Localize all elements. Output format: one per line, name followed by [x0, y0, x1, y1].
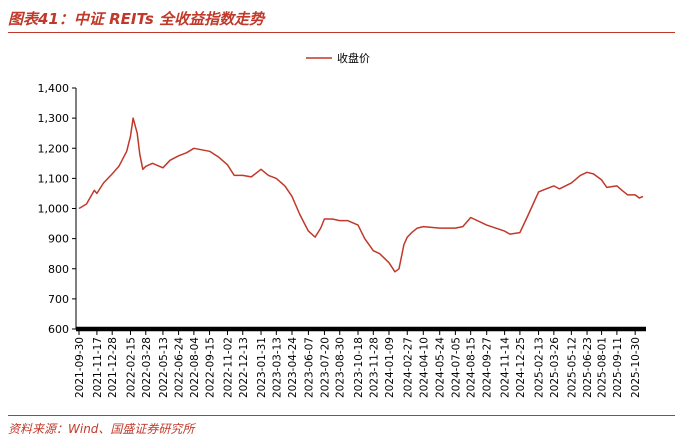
y-tick-label: 1,300	[38, 112, 70, 125]
x-tick-label: 2022-06-24	[174, 337, 186, 398]
x-tick-label: 2025-10-30	[630, 337, 642, 398]
x-tick-label: 2025-09-11	[612, 337, 624, 398]
x-tick-label: 2022-02-15	[125, 337, 137, 398]
x-tick-label: 2025-08-01	[597, 337, 609, 398]
x-tick-label: 2025-02-13	[534, 337, 546, 398]
x-tick-label: 2023-01-31	[256, 337, 268, 398]
x-tick-label: 2024-12-25	[515, 337, 527, 398]
x-tick-label: 2022-09-15	[205, 337, 217, 398]
source-divider	[8, 415, 675, 416]
x-tick-label: 2023-06-07	[303, 337, 315, 398]
x-axis: 2021-09-30 2021-11-17 2021-12-28 2022-02-15…	[74, 326, 646, 398]
x-tick-label: 2023-07-20	[319, 337, 331, 398]
y-axis: 600 700 800 900 1,000 1,100 1,200 1,300 1,400	[38, 82, 77, 336]
legend: 收盘价	[306, 51, 370, 65]
x-tick-label: 2022-05-13	[158, 337, 170, 398]
y-tick-label: 800	[48, 263, 69, 276]
x-tick-label: 2022-03-28	[141, 337, 153, 398]
series-line	[78, 117, 644, 273]
x-tick-label: 2021-09-30	[74, 337, 86, 398]
x-tick-label: 2024-11-14	[500, 337, 512, 398]
y-tick-label: 600	[48, 323, 69, 336]
x-tick-label: 2023-03-13	[271, 337, 283, 398]
x-tick-label: 2024-07-05	[450, 337, 462, 398]
x-tick-label: 2024-05-24	[435, 337, 447, 398]
x-tick-label: 2025-06-23	[582, 337, 594, 398]
x-tick-label: 2022-08-04	[189, 337, 201, 398]
plot-area	[78, 117, 644, 273]
x-tick-label: 2022-11-02	[222, 337, 234, 398]
y-tick-label: 1,000	[38, 203, 70, 216]
x-tick-label: 2021-11-17	[92, 337, 104, 398]
y-tick-label: 700	[48, 293, 69, 306]
title-divider	[8, 32, 675, 33]
x-tick-label: 2023-04-24	[287, 337, 299, 398]
y-tick-label: 1,100	[38, 172, 70, 185]
x-tick-label: 2024-04-10	[418, 337, 430, 398]
x-tick-label: 2024-02-27	[402, 337, 414, 398]
x-tick-label: 2022-12-13	[238, 337, 250, 398]
x-tick-label: 2021-12-28	[107, 337, 119, 398]
x-tick-label: 2024-08-15	[466, 337, 478, 398]
source-note: 资料来源：Wind、国盛证券研究所	[8, 422, 195, 436]
chart-title: 图表41：中证 REITs 全收益指数走势	[8, 10, 265, 28]
x-tick-label: 2025-03-26	[549, 337, 561, 398]
x-tick-label: 2024-09-27	[482, 337, 494, 398]
x-tick-label: 2023-11-28	[368, 337, 380, 398]
x-tick-label: 2023-08-30	[335, 337, 347, 398]
y-tick-label: 1,200	[38, 142, 70, 155]
y-tick-label: 1,400	[38, 82, 70, 95]
legend-label: 收盘价	[337, 51, 370, 65]
x-tick-label: 2025-05-12	[566, 337, 578, 398]
x-tick-label: 2023-10-18	[353, 337, 365, 398]
x-tick-label: 2024-01-09	[384, 337, 396, 398]
y-tick-label: 900	[48, 233, 69, 246]
